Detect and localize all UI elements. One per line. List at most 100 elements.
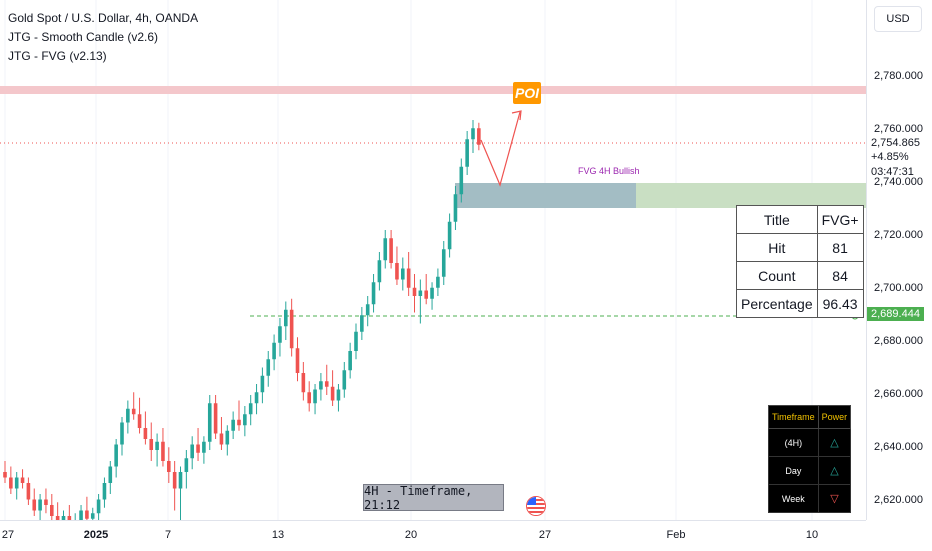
candle-body bbox=[14, 477, 19, 489]
current-price-label: 2,754.865 bbox=[871, 137, 920, 149]
date-tick: 27 bbox=[538, 529, 552, 541]
candle-body bbox=[9, 477, 13, 489]
candle-body bbox=[395, 263, 399, 280]
candle-body bbox=[32, 499, 37, 511]
candle-body bbox=[85, 510, 89, 519]
candle-body bbox=[3, 472, 7, 478]
candle-body bbox=[377, 260, 382, 283]
symbol-title[interactable]: Gold Spot / U.S. Dollar, 4h, OANDA bbox=[8, 11, 199, 25]
candle-body bbox=[126, 408, 130, 423]
price-tick: 2,680.000 bbox=[874, 335, 923, 347]
candle-body bbox=[441, 249, 446, 277]
candle-body bbox=[178, 472, 183, 489]
candle-body bbox=[231, 419, 235, 431]
candle-body bbox=[289, 309, 294, 349]
candle-body bbox=[102, 483, 107, 500]
power-timeframe: Week bbox=[768, 484, 819, 513]
power-table-header-timeframe: Timeframe bbox=[768, 405, 819, 429]
candle-body bbox=[143, 428, 148, 439]
candle-body bbox=[207, 403, 212, 442]
candle-body bbox=[430, 287, 434, 299]
candle-body bbox=[131, 408, 136, 415]
candle-body bbox=[330, 386, 335, 401]
candle-body bbox=[301, 373, 306, 393]
candle-body bbox=[243, 414, 247, 426]
candle-body bbox=[225, 430, 230, 445]
indicator-fvg[interactable]: JTG - FVG (v2.13) bbox=[8, 49, 107, 63]
candle-body bbox=[167, 461, 171, 472]
candle-body bbox=[155, 441, 159, 450]
price-axis[interactable]: 2,780.000 2,760.000 2,740.000 2,720.000 2,70… bbox=[866, 0, 932, 520]
candle-body bbox=[161, 441, 165, 461]
poi-label[interactable]: POI bbox=[513, 82, 541, 104]
indicator-smooth-candle[interactable]: JTG - Smooth Candle (v2.6) bbox=[8, 30, 159, 44]
candle-body bbox=[213, 403, 218, 434]
stats-row: Count 84 bbox=[736, 261, 864, 290]
candle-body bbox=[202, 441, 206, 453]
candle-body bbox=[20, 477, 25, 483]
candle-body bbox=[237, 419, 241, 426]
triangle-up-icon: △ bbox=[817, 428, 852, 457]
price-tick: 2,760.000 bbox=[874, 123, 923, 135]
power-row: Day △ bbox=[768, 456, 852, 485]
candle-body bbox=[412, 287, 417, 296]
stats-value: 81 bbox=[816, 233, 864, 262]
stats-label: Hit bbox=[736, 233, 818, 262]
power-row: (4H) △ bbox=[768, 428, 852, 457]
date-tick: 7 bbox=[164, 529, 172, 541]
candle-body bbox=[67, 516, 72, 520]
candle-body bbox=[172, 472, 177, 489]
candle-body bbox=[149, 439, 154, 450]
stats-label: Title bbox=[736, 205, 818, 234]
candle-body bbox=[365, 304, 370, 316]
candle-body bbox=[50, 505, 54, 516]
candle-body bbox=[436, 276, 440, 288]
candle-body bbox=[342, 370, 347, 390]
candle-body bbox=[406, 268, 411, 288]
stats-row: Hit 81 bbox=[736, 233, 864, 262]
price-tick: 2,780.000 bbox=[874, 70, 923, 82]
stats-value: 96.43 bbox=[816, 289, 864, 318]
chart-legend: Gold Spot / U.S. Dollar, 4h, OANDA JTG -… bbox=[8, 9, 198, 66]
candle-body bbox=[418, 290, 423, 296]
chart-area[interactable]: Gold Spot / U.S. Dollar, 4h, OANDA JTG -… bbox=[0, 0, 866, 520]
candle-body bbox=[90, 513, 95, 519]
projection-arrowhead bbox=[511, 110, 522, 121]
candle-body bbox=[313, 389, 317, 404]
candle-body bbox=[248, 403, 253, 415]
stats-value: FVG+ bbox=[816, 205, 864, 234]
power-timeframe: Day bbox=[768, 456, 819, 485]
currency-button[interactable]: USD bbox=[874, 6, 922, 32]
candle-body bbox=[96, 499, 101, 514]
candle-body bbox=[120, 422, 124, 445]
date-tick: 10 bbox=[805, 529, 819, 541]
candle-body bbox=[401, 268, 405, 280]
candle-body bbox=[284, 309, 288, 327]
power-timeframe: (4H) bbox=[768, 428, 819, 457]
candlestick-chart[interactable] bbox=[0, 0, 866, 520]
candle-body bbox=[38, 499, 42, 511]
candle-body bbox=[383, 238, 388, 261]
triangle-down-icon: ▽ bbox=[817, 484, 852, 513]
price-tick: 2,620.000 bbox=[874, 494, 923, 506]
candle-body bbox=[184, 458, 189, 472]
candle-body bbox=[295, 348, 300, 373]
us-flag-icon[interactable] bbox=[526, 496, 546, 516]
power-table: Timeframe Power (4H) △ Day △ Week ▽ bbox=[768, 405, 852, 513]
level-price-label: 2,689.444 bbox=[867, 307, 924, 321]
price-tick: 2,660.000 bbox=[874, 388, 923, 400]
price-change-label: +4.85% bbox=[871, 151, 909, 163]
stats-label: Count bbox=[736, 261, 818, 290]
candle-body bbox=[61, 516, 66, 520]
time-axis[interactable]: 27 2025 7 13 20 27 Feb 10 bbox=[0, 520, 866, 551]
price-tick: 2,640.000 bbox=[874, 441, 923, 453]
candle-body bbox=[371, 282, 376, 305]
candle-body bbox=[278, 326, 282, 343]
candle-body bbox=[459, 166, 464, 195]
date-tick: 13 bbox=[271, 529, 285, 541]
candle-body bbox=[360, 315, 364, 332]
stats-row: Title FVG+ bbox=[736, 205, 864, 234]
candle-body bbox=[354, 331, 358, 351]
candle-body bbox=[55, 516, 60, 520]
timeframe-label: 4H - Timeframe, 21:12 bbox=[363, 484, 504, 512]
